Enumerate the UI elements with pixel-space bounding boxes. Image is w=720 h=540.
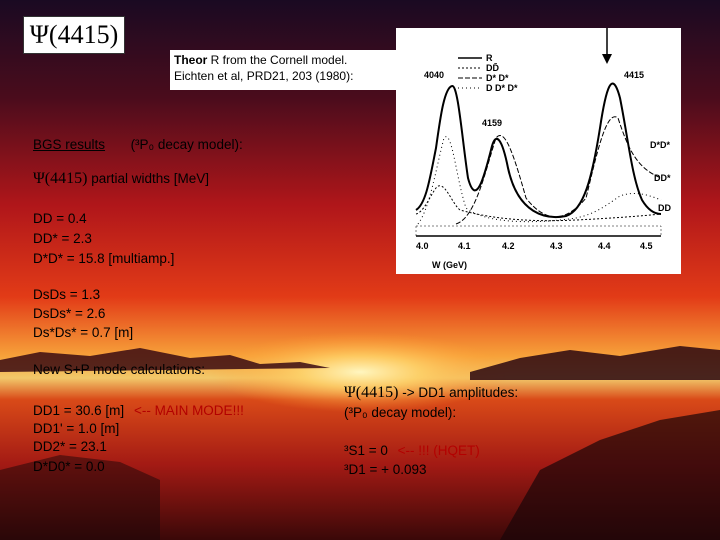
legend-label-r: R — [486, 53, 493, 63]
plot-caption: Theor R from the Cornell model. Eichten … — [170, 50, 400, 90]
curve-r — [415, 82, 662, 218]
peak-label-4159: 4159 — [482, 118, 502, 128]
bgs-heading: BGS results (³P₀ decay model): — [33, 136, 243, 153]
plot-legend: R DD̄ D* D* D D* D* — [458, 53, 518, 93]
bgs-decay-model: (³P₀ decay model): — [130, 137, 243, 152]
amp-d1: ³D1 = + 0.093 — [344, 462, 427, 477]
x-tick-4.0: 4.0 — [416, 241, 429, 251]
slide-title: Ψ(4415) — [23, 16, 125, 54]
amp-s1-row: ³S1 = 0 <-- !!! (HQET) — [344, 442, 480, 459]
amplitudes-text: -> DD1 amplitudes: — [398, 385, 519, 400]
curve-label-dd-star: DD* — [654, 173, 671, 183]
legend-label-d-dstar: D D* D* — [486, 83, 518, 93]
new-modes-heading: New S+P mode calculations: — [33, 362, 205, 377]
x-tick-4.3: 4.3 — [550, 241, 563, 251]
curve-label-dd: DD — [658, 203, 671, 213]
main-mode-note: <-- MAIN MODE!!! — [133, 403, 244, 418]
caption-line1: R from the Cornell model. — [207, 53, 348, 67]
width-ds-ds: DsDs = 1.3 — [33, 287, 101, 302]
arrow-head-icon — [602, 54, 612, 64]
width-dsstar-dsstar: Ds*Ds* = 0.7 [m] — [33, 325, 134, 340]
curve-dd-star — [417, 136, 662, 225]
x-tick-4.2: 4.2 — [502, 241, 515, 251]
cross-section-plot: 4040 4415 4159 R DD̄ D* D* D D* D* D*D* — [396, 28, 681, 274]
curve-dstar-dstar — [455, 116, 662, 225]
curve-label-dstar-dstar: D*D* — [650, 140, 671, 150]
bgs-results-label: BGS results — [33, 137, 106, 152]
width-dstar-d0star: D*D0* = 0.0 — [33, 459, 105, 474]
partial-widths-heading: Ψ(4415) partial widths [MeV] — [33, 170, 209, 187]
width-dd2star: DD2* = 23.1 — [33, 439, 107, 454]
amp-s1: ³S1 = 0 — [344, 443, 388, 458]
width-dstar-dstar: D*D* = 15.8 [multiamp.] — [33, 251, 175, 266]
x-axis-label: W (GeV) — [432, 260, 467, 270]
caption-bold: Theor — [174, 53, 208, 67]
baseline-band — [415, 225, 662, 237]
width-dd-star: DD* = 2.3 — [33, 231, 92, 246]
width-dd: DD = 0.4 — [33, 211, 87, 226]
peak-label-4415: 4415 — [624, 70, 644, 80]
amplitudes-model: (³P₀ decay model): — [344, 405, 457, 420]
partial-widths-psi: Ψ(4415) — [33, 170, 88, 187]
x-tick-4.5: 4.5 — [640, 241, 653, 251]
width-dd1prime: DD1' = 1.0 [m] — [33, 421, 120, 436]
amplitudes-psi: Ψ(4415) — [344, 384, 399, 401]
width-ds-dsstar: DsDs* = 2.6 — [33, 306, 106, 321]
legend-label-dstar-dstar: D* D* — [486, 73, 509, 83]
width-dd1: DD1 = 30.6 [m] — [33, 403, 125, 418]
partial-widths-text: partial widths [MeV] — [87, 171, 210, 186]
width-dd1-row: DD1 = 30.6 [m] <-- MAIN MODE!!! — [33, 402, 244, 419]
caption-line2: Eichten et al, PRD21, 203 (1980): — [174, 69, 354, 83]
hqet-note: <-- !!! (HQET) — [397, 443, 480, 458]
plot-svg: 4040 4415 4159 R DD̄ D* D* D D* D* D*D* — [415, 28, 671, 270]
x-tick-labels: 4.0 4.1 4.2 4.3 4.4 4.5 — [416, 241, 653, 251]
peak-label-4040: 4040 — [424, 70, 444, 80]
amplitudes-heading: Ψ(4415) -> DD1 amplitudes: — [344, 384, 518, 401]
x-tick-4.1: 4.1 — [458, 241, 471, 251]
curve-dd — [415, 185, 662, 222]
x-tick-4.4: 4.4 — [598, 241, 611, 251]
legend-label-dd: DD̄ — [486, 63, 499, 73]
